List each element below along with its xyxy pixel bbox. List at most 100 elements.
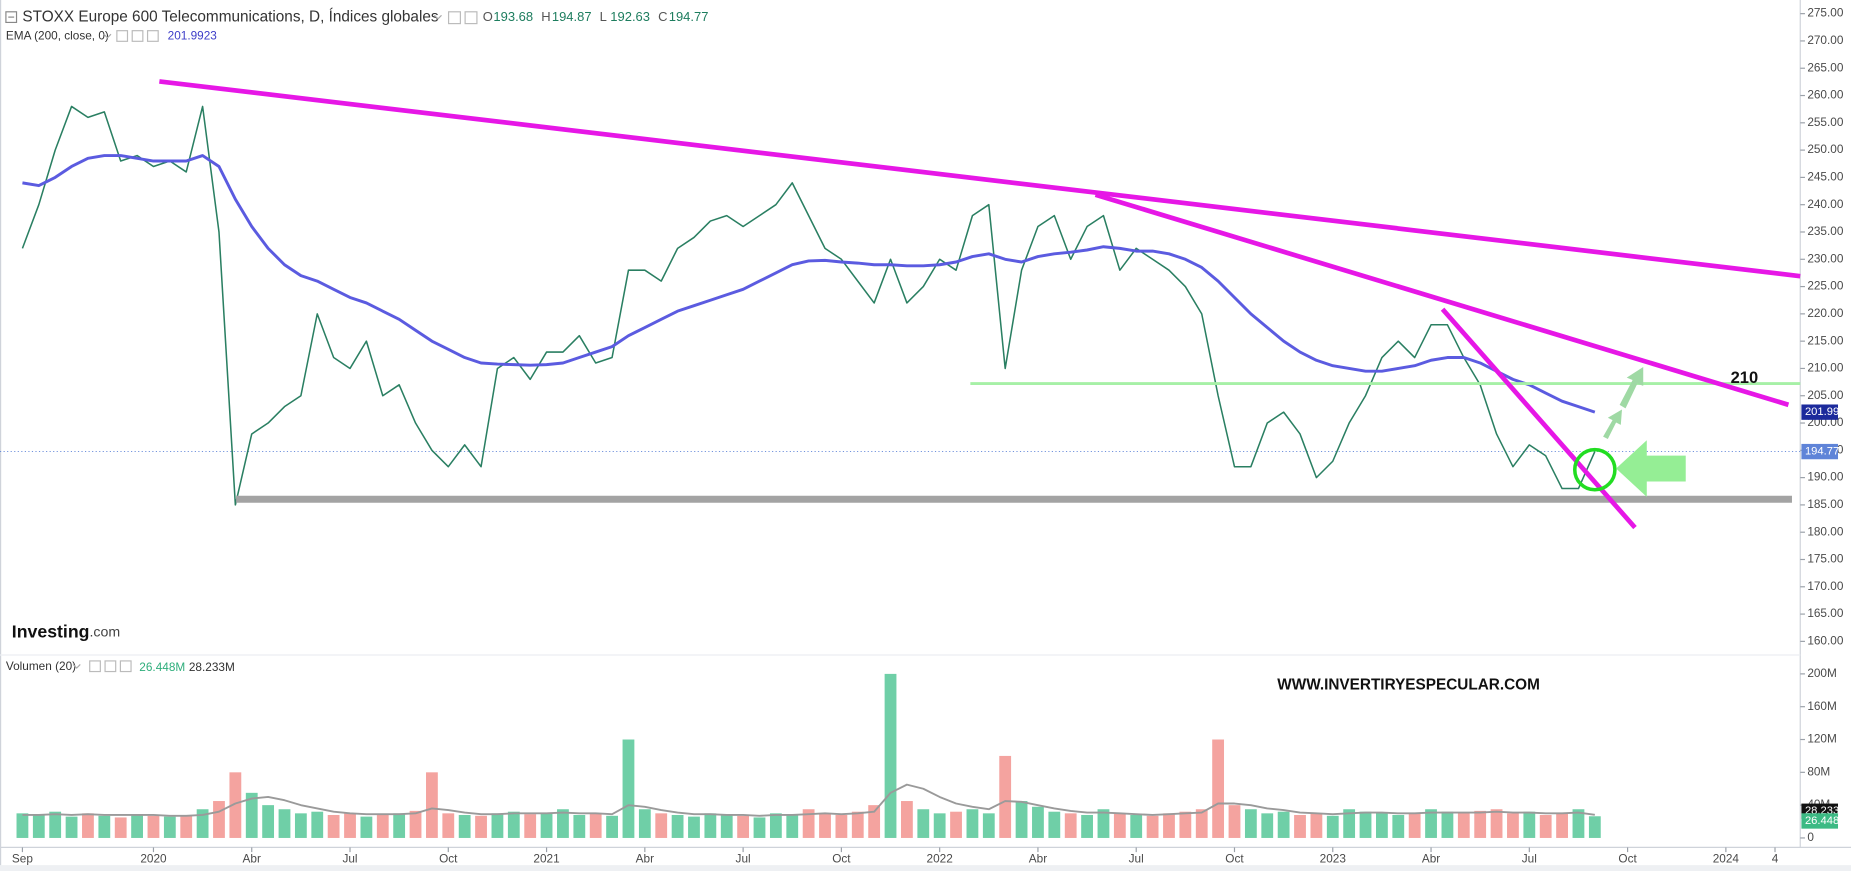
website-watermark: WWW.INVERTIRYESPECULAR.COM xyxy=(1277,677,1540,694)
volume-bar xyxy=(1179,811,1192,838)
y-tick-label: 200M xyxy=(1807,666,1837,680)
volume-bar xyxy=(1588,816,1601,838)
volume-bar xyxy=(901,801,913,838)
x-tick-label: Jul xyxy=(1522,851,1537,865)
volume-bar xyxy=(147,815,160,838)
volume-bar xyxy=(819,813,831,838)
x-tick-label: Oct xyxy=(832,851,851,865)
volume-legend-value: 26.448M xyxy=(139,660,185,674)
axes: 275.00 270.00 265.00 260.00 255.00 250.00 245.… xyxy=(12,6,1849,866)
settings-icon[interactable] xyxy=(447,11,461,25)
volume-bar xyxy=(884,673,897,838)
x-tick-label: Jul xyxy=(736,851,751,865)
y-tick-label: 80M xyxy=(1807,764,1830,778)
trend-line xyxy=(1094,192,1790,408)
volume-bar xyxy=(1408,813,1421,838)
volume-bar xyxy=(1490,809,1503,838)
volume-bar xyxy=(294,813,307,838)
volume-bar xyxy=(1474,810,1487,838)
volume-bar xyxy=(573,814,586,838)
volume-bar xyxy=(1015,801,1028,838)
x-tick-label: Abr xyxy=(243,851,261,865)
volume-bar xyxy=(229,772,242,838)
volume-bar xyxy=(1359,811,1372,838)
volume-bar xyxy=(671,814,684,838)
volume-bar xyxy=(1195,809,1208,838)
volume-bar xyxy=(1425,809,1437,838)
price-line xyxy=(21,105,1596,506)
x-tick-label: 2021 xyxy=(533,851,559,865)
x-tick-label: 4 xyxy=(1772,851,1779,865)
arrow-left xyxy=(1616,440,1686,497)
y-tick-label: 260.00 xyxy=(1807,88,1844,102)
ema-line xyxy=(22,154,1596,414)
collapse-icon[interactable] xyxy=(5,11,18,24)
volume-bar xyxy=(311,811,324,838)
volume-bar xyxy=(1326,815,1339,838)
volume-bar xyxy=(245,792,258,838)
volume-bar xyxy=(262,805,275,838)
ohlc-value: 194.77 xyxy=(669,9,709,24)
volume-bar xyxy=(49,811,62,838)
y-tick-label: 255.00 xyxy=(1807,115,1844,129)
volume-bar xyxy=(1523,811,1536,838)
y-tick-label: 170.00 xyxy=(1807,579,1844,593)
y-tick-label: 270.00 xyxy=(1807,33,1844,47)
volume-bar xyxy=(1310,813,1323,838)
y-tick-label: 220.00 xyxy=(1807,306,1844,320)
x-tick-label: Oct xyxy=(439,851,458,865)
dropdown-icon[interactable] xyxy=(434,14,442,20)
volume-bar xyxy=(1277,811,1290,838)
volume-bar xyxy=(65,816,78,838)
x-tick-label: Abr xyxy=(636,851,654,865)
ema-badge-bg xyxy=(1801,404,1839,420)
volume-bar xyxy=(606,815,618,838)
highlight-circle xyxy=(1572,447,1617,492)
x-tick-label: Jul xyxy=(342,851,357,865)
volume-bar xyxy=(753,817,766,838)
x-tick-label: Sep xyxy=(12,851,33,865)
volume-badge: 26.448M xyxy=(1805,815,1849,827)
volume-bar xyxy=(114,817,127,838)
dropdown-icon[interactable] xyxy=(72,664,81,669)
volume-bar xyxy=(1457,813,1470,838)
volume-bar xyxy=(1556,813,1568,838)
volume-bar xyxy=(32,814,45,838)
volume-bar xyxy=(524,814,537,838)
y-tick-label: 190.00 xyxy=(1807,470,1844,484)
volume-bar xyxy=(589,813,602,838)
hide-icon[interactable] xyxy=(131,30,144,42)
volume-bar xyxy=(344,813,356,838)
hide-icon[interactable] xyxy=(104,660,117,673)
y-tick-label: 185.00 xyxy=(1807,497,1844,511)
ema-legend-label: EMA (200, close, 0) xyxy=(6,29,109,43)
volume-bar xyxy=(1146,815,1159,838)
volume-bar xyxy=(851,811,864,838)
y-tick-label: 180.00 xyxy=(1807,524,1844,538)
hide-icon[interactable] xyxy=(464,11,478,25)
volume-bar xyxy=(1064,813,1077,838)
volume-bar xyxy=(769,813,782,838)
volume-bar xyxy=(1441,811,1454,838)
remove-icon[interactable] xyxy=(146,30,159,42)
level-label: 210 xyxy=(1731,368,1759,387)
volume-bar xyxy=(982,813,995,838)
y-tick-label: 215.00 xyxy=(1807,333,1844,347)
remove-icon[interactable] xyxy=(119,660,132,673)
settings-icon[interactable] xyxy=(116,30,129,42)
volume-bar xyxy=(1507,813,1519,838)
volume-bar xyxy=(82,813,94,838)
x-tick-label: Abr xyxy=(1422,851,1440,865)
volume-bar xyxy=(1539,814,1552,838)
volume-bar xyxy=(688,816,700,838)
volume-bar xyxy=(1097,809,1110,838)
settings-icon[interactable] xyxy=(89,660,101,673)
volume-bar xyxy=(393,813,406,838)
dropdown-icon[interactable] xyxy=(103,33,112,39)
volume-bar xyxy=(1228,805,1241,838)
volume-bar xyxy=(360,816,373,838)
ohlc-key: L xyxy=(600,9,607,24)
drawings: 210 xyxy=(159,79,1801,530)
